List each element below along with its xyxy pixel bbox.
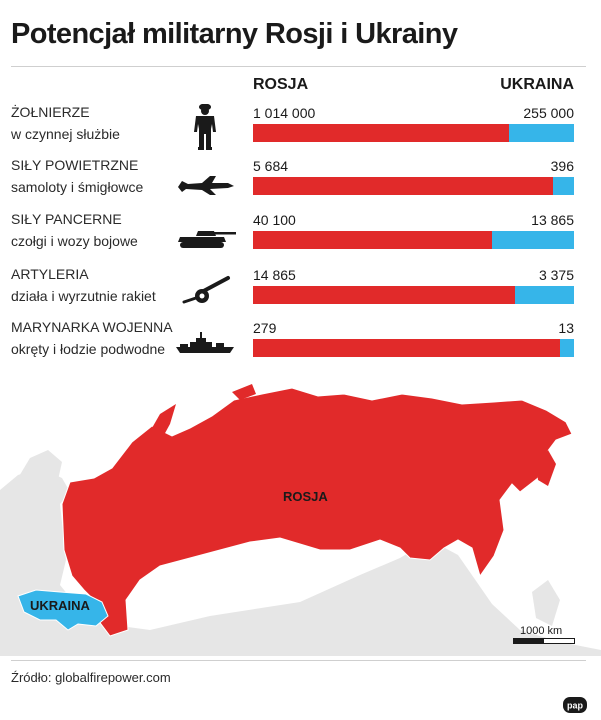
row-description: okręty i łodzie podwodne xyxy=(11,341,166,357)
row-label: SIŁY POWIETRZNE xyxy=(11,157,139,173)
scandinavia xyxy=(18,450,62,492)
row-soldiers: ŻOŁNIERZE w czynnej służbie 1 014 000 25… xyxy=(0,104,601,156)
data-label-ukraine: 13 865 xyxy=(531,212,574,228)
divider xyxy=(11,66,586,67)
row-air-force: SIŁY POWIETRZNE samoloty i śmigłowce 5 6… xyxy=(0,157,601,209)
pap-logo: pap xyxy=(563,697,587,713)
bar-russia xyxy=(253,124,510,142)
bar-russia xyxy=(253,286,515,304)
scale-label: 1000 km xyxy=(520,625,563,637)
row-label: SIŁY PANCERNE xyxy=(11,211,122,227)
row-description: samoloty i śmigłowce xyxy=(11,179,144,195)
bar-russia xyxy=(253,231,492,249)
row-label: ŻOŁNIERZE xyxy=(11,104,90,120)
legend-russia: ROSJA xyxy=(253,76,309,93)
artillery-icon xyxy=(182,276,230,304)
fighter-jet-icon xyxy=(178,176,234,195)
bar-russia xyxy=(253,339,560,357)
bar-ukraine xyxy=(253,286,574,304)
data-label-ukraine: 396 xyxy=(550,158,574,174)
svg-text:pap: pap xyxy=(567,701,584,711)
data-label-russia: 40 100 xyxy=(253,212,296,228)
map xyxy=(0,384,601,656)
row-label: ARTYLERIA xyxy=(11,266,89,282)
novaya-zemlya xyxy=(144,404,176,446)
tank-icon xyxy=(178,231,236,248)
data-label-russia: 14 865 xyxy=(253,267,296,283)
warship-icon xyxy=(176,332,234,353)
soldier-icon xyxy=(194,104,216,150)
bar-ukraine xyxy=(253,231,574,249)
surrounding-land xyxy=(0,468,601,656)
map-label-russia: ROSJA xyxy=(283,489,328,504)
data-label-russia: 1 014 000 xyxy=(253,105,316,121)
data-label-russia: 5 684 xyxy=(253,158,289,174)
map-label-ukraine: UKRAINA xyxy=(30,598,90,613)
bar-ukraine xyxy=(253,177,574,195)
row-description: czołgi i wozy bojowe xyxy=(11,233,138,249)
ukraine-territory xyxy=(17,589,109,631)
data-label-ukraine: 13 xyxy=(558,320,574,336)
row-artillery: ARTYLERIA działa i wyrzutnie rakiet 14 8… xyxy=(0,266,601,318)
data-label-russia: 279 xyxy=(253,320,277,336)
data-label-ukraine: 255 000 xyxy=(523,105,574,121)
chart-title: Potencjał militarny Rosji i Ukrainy xyxy=(11,18,458,50)
row-description: w czynnej służbie xyxy=(11,126,120,142)
legend-ukraine: UKRAINA xyxy=(500,76,574,93)
bar-ukraine xyxy=(253,124,574,142)
sakhalin-japan xyxy=(532,580,560,626)
arctic-island xyxy=(232,384,256,400)
bar-russia xyxy=(253,177,554,195)
row-label: MARYNARKA WOJENNA xyxy=(11,319,173,335)
data-label-ukraine: 3 375 xyxy=(538,267,574,283)
row-navy: MARYNARKA WOJENNA okręty i łodzie podwod… xyxy=(0,319,601,371)
row-armored-forces: SIŁY PANCERNE czołgi i wozy bojowe 40 10… xyxy=(0,211,601,263)
source-note: Źródło: globalfirepower.com xyxy=(11,670,171,685)
scale-bar xyxy=(513,638,575,644)
kamchatka xyxy=(536,450,556,486)
row-description: działa i wyrzutnie rakiet xyxy=(11,288,156,304)
bar-ukraine xyxy=(253,339,574,357)
divider xyxy=(11,660,586,661)
